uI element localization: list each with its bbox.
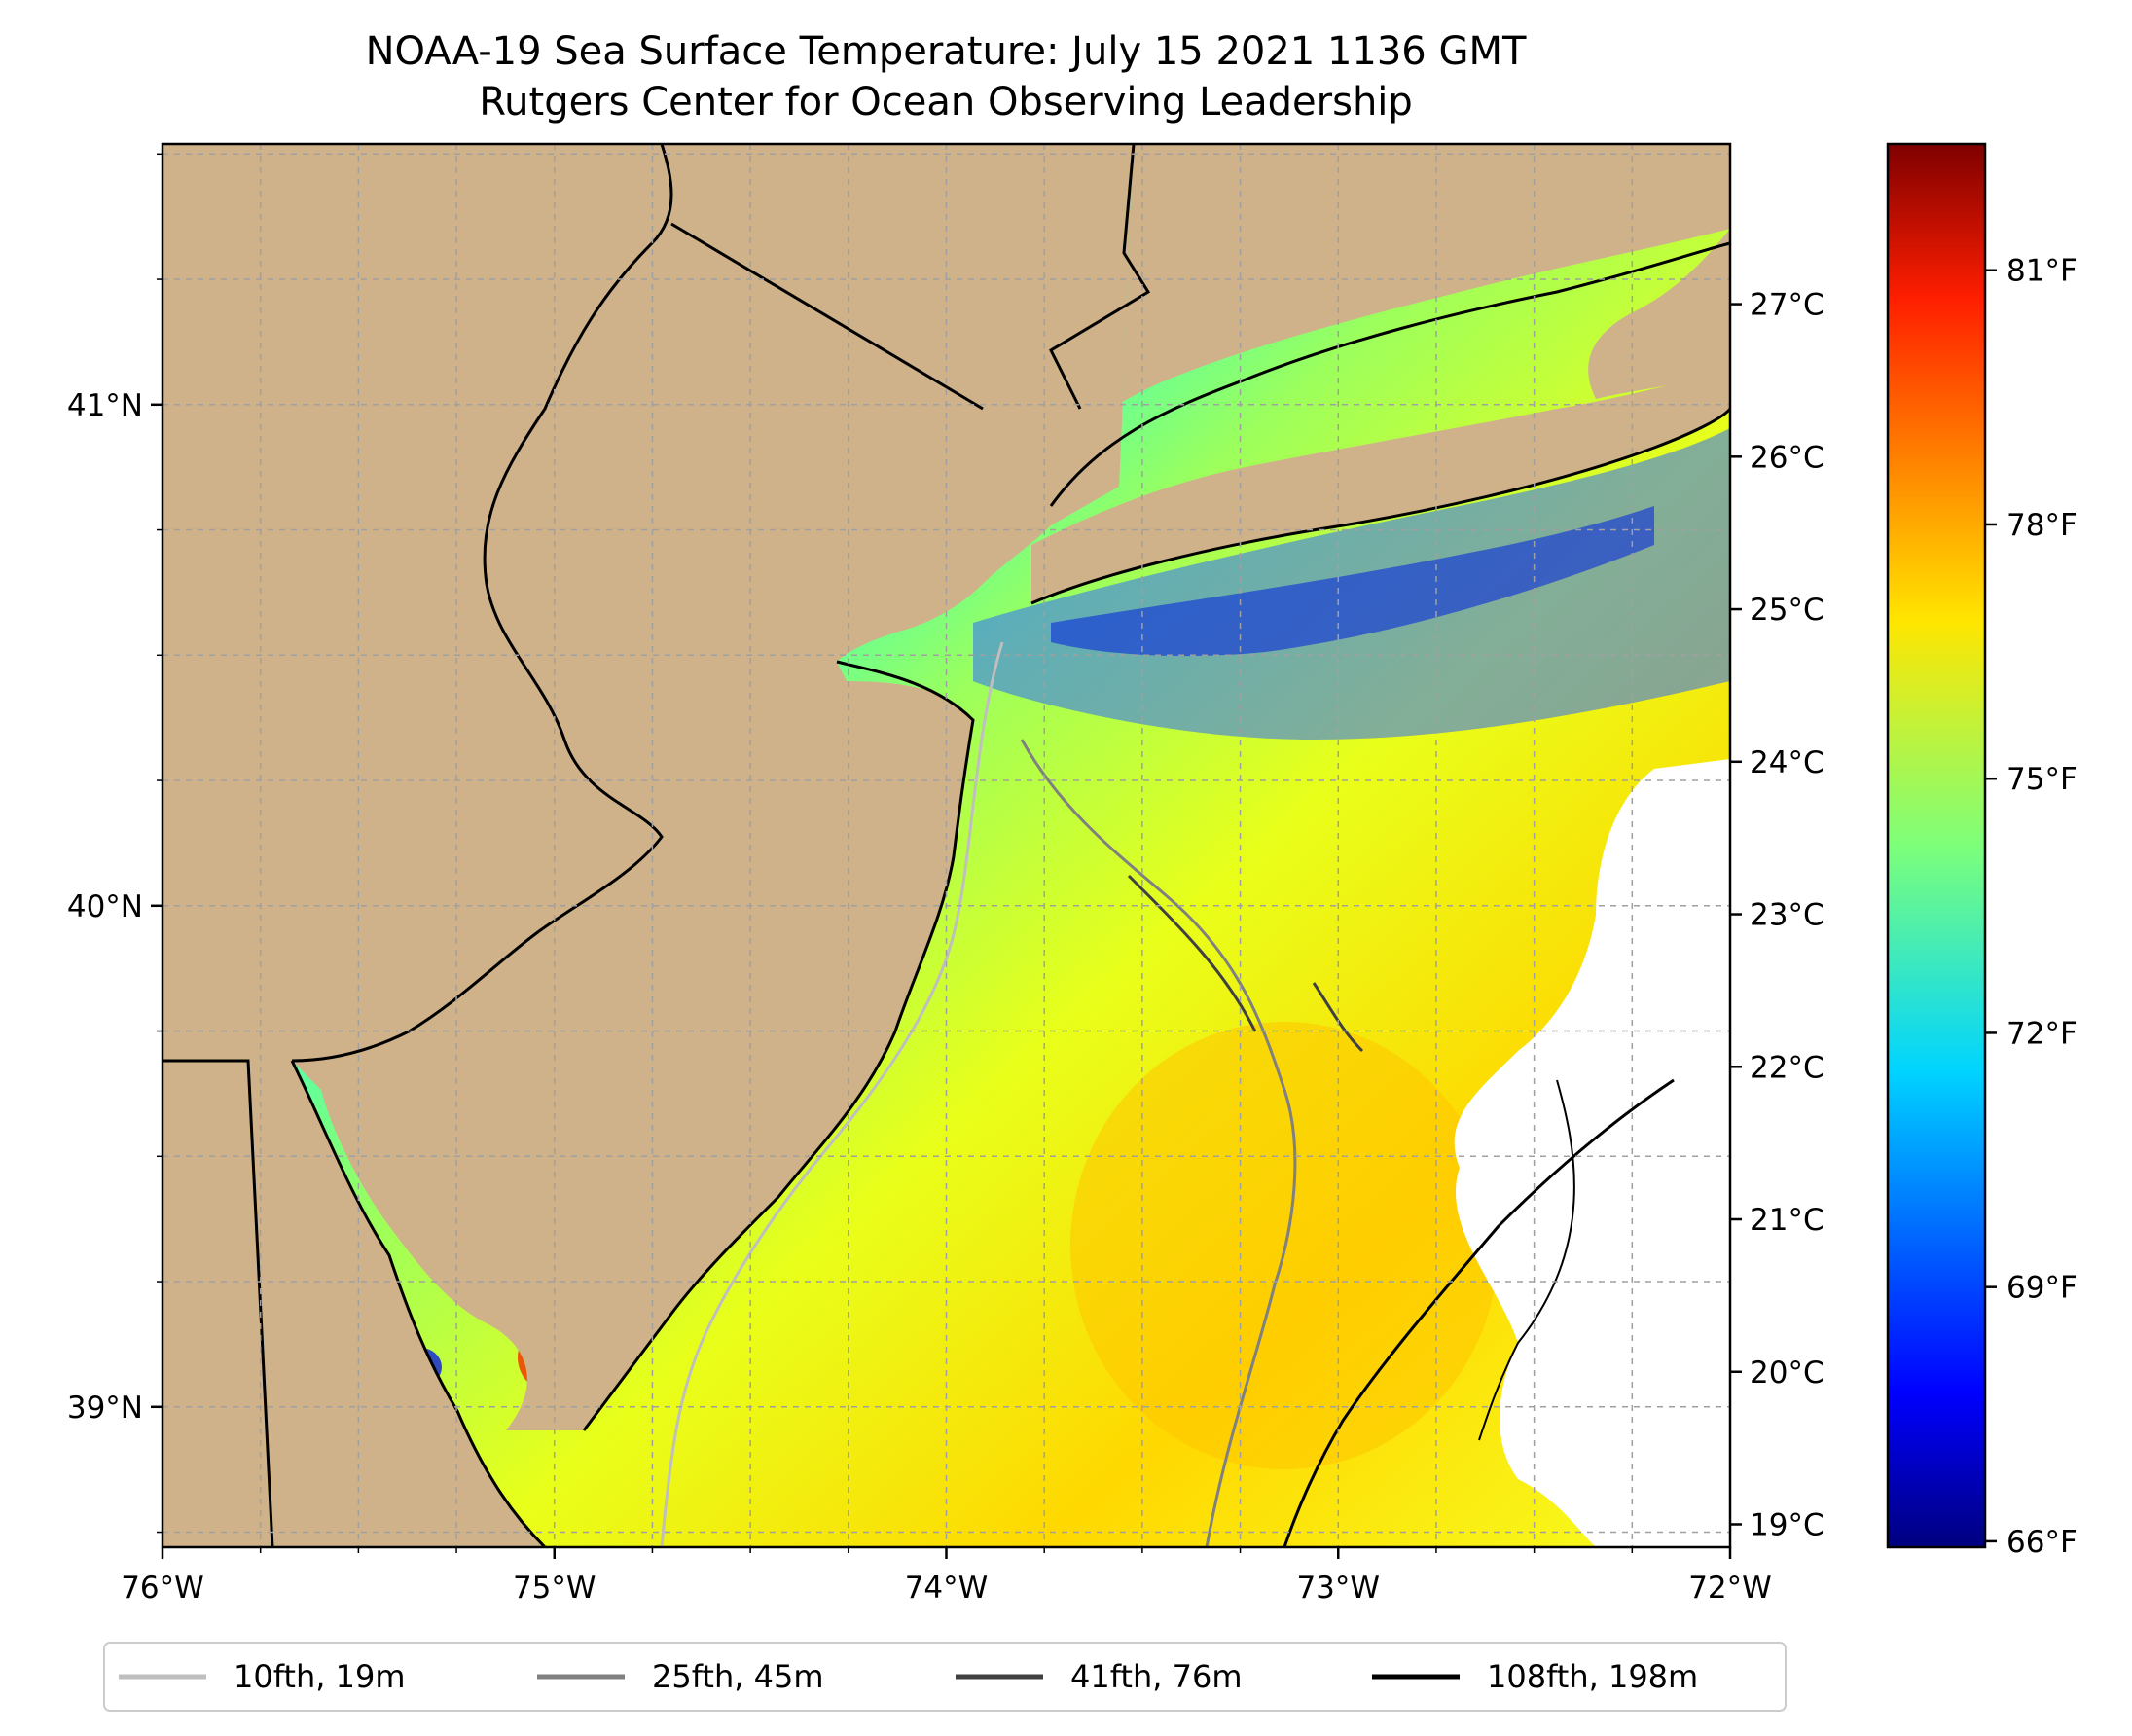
x-tick-label: 74°W — [905, 1571, 989, 1606]
pa-de-border — [163, 1059, 274, 1547]
y-tick-label: 41°N — [67, 388, 143, 423]
x-tick-label: 73°W — [1296, 1571, 1380, 1606]
celsius-tick-label: 21°C — [1750, 1203, 1825, 1238]
legend-label: 41fth, 76m — [1070, 1658, 1242, 1695]
fahrenheit-tick-label: 75°F — [2006, 762, 2078, 797]
celsius-tick-label: 24°C — [1750, 745, 1825, 780]
celsius-tick-label: 26°C — [1750, 440, 1825, 475]
fahrenheit-tick-label: 66°F — [2006, 1525, 2078, 1560]
ny-nj-border — [670, 222, 984, 411]
ny-ct-border — [1049, 144, 1151, 410]
x-tick-label: 72°W — [1688, 1571, 1772, 1606]
land-long-island — [1031, 370, 1730, 603]
x-axis: 76°W 75°W 74°W 73°W 72°W — [121, 1547, 1772, 1606]
contour-25fth — [1020, 739, 1297, 1547]
y-axis: 41°N 40°N 39°N — [67, 153, 163, 1534]
legend-label: 108fth, 198m — [1487, 1658, 1698, 1695]
gridlines — [163, 144, 1730, 1547]
cloud-mask — [1454, 759, 1730, 1547]
legend-label: 25fth, 45m — [652, 1658, 823, 1695]
fahrenheit-tick-label: 81°F — [2006, 254, 2078, 289]
celsius-tick-label: 22°C — [1750, 1050, 1825, 1085]
contour-108fth-shelf — [1478, 1079, 1575, 1441]
celsius-tick-label: 23°C — [1750, 898, 1825, 933]
contour-108fth — [1283, 1078, 1675, 1547]
colorbar: 19°C 20°C 21°C 22°C 23°C 24°C 25°C 26°C 27°C 66°… — [1730, 142, 2078, 1560]
x-tick-label: 75°W — [513, 1571, 596, 1606]
y-tick-label: 40°N — [67, 889, 143, 924]
celsius-tick-label: 20°C — [1750, 1356, 1825, 1391]
legend-label: 10fth, 19m — [234, 1658, 405, 1695]
fahrenheit-tick-label: 72°F — [2006, 1016, 2078, 1051]
colorbar-gradient — [1886, 142, 1987, 1549]
x-tick-label: 76°W — [121, 1571, 204, 1606]
map-panel: 76°W 75°W 74°W 73°W 72°W 41°N 40°N 39°N — [67, 142, 1772, 1606]
delaware-coastline — [290, 1060, 547, 1547]
figure-subtitle: Rutgers Center for Ocean Observing Leade… — [479, 80, 1413, 125]
celsius-tick-label: 19°C — [1750, 1507, 1825, 1542]
colorbar-celsius-axis: 19°C 20°C 21°C 22°C 23°C 24°C 25°C 26°C 27°C — [1730, 288, 1825, 1542]
cold-water-core — [1051, 506, 1654, 657]
legend: 10fth, 19m 25fth, 45m 41fth, 76m 108fth, 19… — [103, 1642, 1787, 1712]
land-connecticut — [1031, 144, 1730, 487]
figure-title: NOAA-19 Sea Surface Temperature: July 15… — [366, 29, 1527, 74]
land-east — [1588, 229, 1730, 399]
colorbar-fahrenheit-axis: 66°F 69°F 72°F 75°F 78°F 81°F — [1985, 254, 2078, 1560]
nj-border — [291, 144, 673, 1063]
ct-coast — [1049, 241, 1730, 507]
legend-box — [103, 1642, 1787, 1712]
celsius-tick-label: 25°C — [1750, 593, 1825, 628]
fahrenheit-tick-label: 69°F — [2006, 1271, 2078, 1306]
land-west — [163, 144, 1134, 1430]
coastline — [582, 660, 975, 1431]
y-tick-label: 39°N — [67, 1391, 143, 1426]
contour-10fth — [660, 641, 1004, 1547]
land-south — [163, 1061, 545, 1547]
long-island-coast — [1030, 407, 1730, 605]
celsius-tick-label: 27°C — [1750, 288, 1825, 323]
fahrenheit-tick-label: 78°F — [2006, 508, 2078, 543]
